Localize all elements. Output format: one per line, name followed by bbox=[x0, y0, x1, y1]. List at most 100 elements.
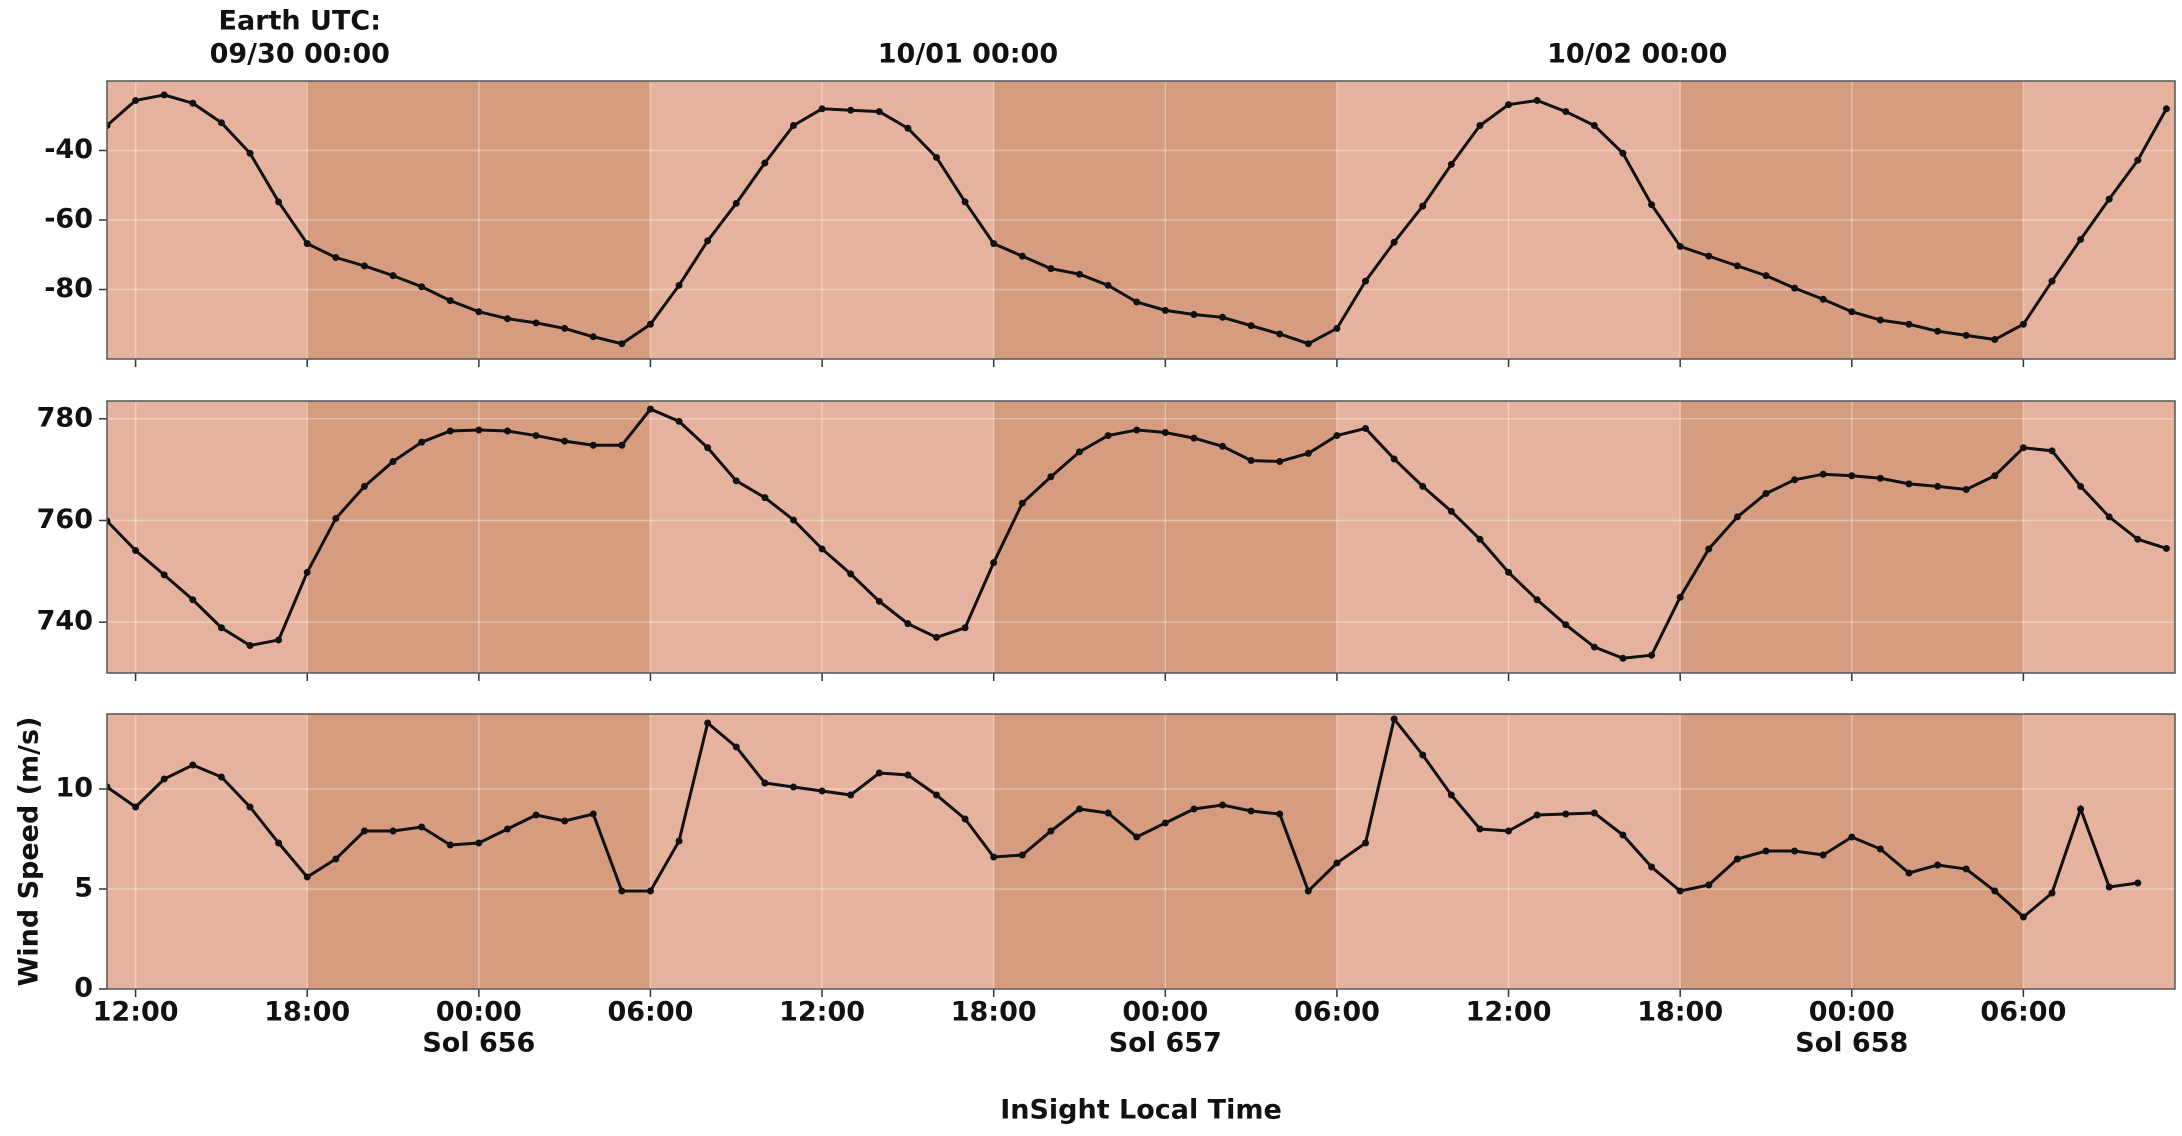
data-point bbox=[1934, 861, 1942, 869]
data-point bbox=[1047, 473, 1055, 481]
data-point bbox=[589, 810, 597, 818]
top-tick-label: 09/30 00:00 bbox=[210, 39, 390, 70]
data-point bbox=[818, 545, 826, 553]
data-point bbox=[475, 839, 483, 847]
data-point bbox=[360, 482, 368, 490]
data-point bbox=[1648, 651, 1656, 659]
data-point bbox=[732, 199, 740, 207]
data-point bbox=[990, 853, 998, 861]
data-point bbox=[332, 514, 340, 522]
data-point bbox=[1905, 480, 1913, 488]
data-point bbox=[1991, 887, 1999, 895]
data-point bbox=[875, 769, 883, 777]
data-point bbox=[1733, 513, 1741, 521]
data-point bbox=[875, 597, 883, 605]
data-point bbox=[1762, 847, 1770, 855]
y-tick-label: 740 bbox=[37, 606, 93, 637]
data-point bbox=[107, 121, 111, 129]
data-point bbox=[2162, 105, 2170, 113]
data-point bbox=[589, 333, 597, 341]
data-point bbox=[246, 149, 254, 157]
data-point bbox=[1962, 331, 1970, 339]
data-point bbox=[1962, 865, 1970, 873]
data-point bbox=[1590, 809, 1598, 817]
data-point bbox=[217, 119, 225, 127]
data-point bbox=[847, 106, 855, 114]
data-point bbox=[360, 827, 368, 835]
data-point bbox=[303, 568, 311, 576]
data-point bbox=[990, 240, 998, 248]
data-point bbox=[875, 108, 883, 116]
sol-label: Sol 658 bbox=[1795, 1028, 1908, 1059]
data-point bbox=[360, 262, 368, 270]
data-point bbox=[646, 887, 654, 895]
data-point bbox=[561, 817, 569, 825]
night-span bbox=[993, 401, 1337, 673]
data-point bbox=[532, 432, 540, 440]
data-point bbox=[532, 319, 540, 327]
data-point bbox=[1247, 456, 1255, 464]
data-point bbox=[2048, 447, 2056, 455]
data-point bbox=[732, 743, 740, 751]
data-point bbox=[1219, 442, 1227, 450]
data-point bbox=[1962, 485, 1970, 493]
data-point bbox=[1276, 458, 1284, 466]
data-point bbox=[532, 811, 540, 819]
data-point bbox=[1648, 201, 1656, 209]
x-tick-label: 18:00 bbox=[264, 997, 350, 1028]
data-point bbox=[789, 783, 797, 791]
data-point bbox=[475, 308, 483, 316]
data-point bbox=[1018, 252, 1026, 260]
data-point bbox=[1562, 621, 1570, 629]
data-point bbox=[189, 99, 197, 107]
top-tick-label: 10/01 00:00 bbox=[878, 39, 1058, 70]
data-point bbox=[1819, 470, 1827, 478]
data-point bbox=[1676, 887, 1684, 895]
data-point bbox=[1876, 474, 1884, 482]
data-point bbox=[1447, 791, 1455, 799]
y-tick-label: -80 bbox=[44, 273, 93, 304]
data-point bbox=[1505, 827, 1513, 835]
data-point bbox=[189, 761, 197, 769]
data-point bbox=[303, 873, 311, 881]
data-point bbox=[275, 198, 283, 206]
data-point bbox=[1791, 476, 1799, 484]
data-point bbox=[1247, 807, 1255, 815]
x-axis-label: InSight Local Time bbox=[1000, 1095, 1282, 1126]
data-point bbox=[389, 272, 397, 280]
data-point bbox=[1562, 108, 1570, 116]
data-point bbox=[1905, 869, 1913, 877]
data-point bbox=[332, 254, 340, 262]
data-point bbox=[1476, 121, 1484, 129]
data-point bbox=[160, 91, 168, 99]
data-point bbox=[2105, 195, 2113, 203]
y-tick-label: 5 bbox=[74, 873, 93, 904]
data-point bbox=[1047, 827, 1055, 835]
data-point bbox=[761, 779, 769, 787]
x-tick-label: 00:00 bbox=[1809, 997, 1895, 1028]
data-point bbox=[1505, 101, 1513, 109]
data-point bbox=[418, 438, 426, 446]
data-point bbox=[1619, 654, 1627, 662]
data-point bbox=[1762, 272, 1770, 280]
data-point bbox=[1304, 887, 1312, 895]
x-tick-label: 06:00 bbox=[1294, 997, 1380, 1028]
data-point bbox=[646, 405, 654, 413]
data-point bbox=[1819, 851, 1827, 859]
x-tick-label: 12:00 bbox=[779, 997, 865, 1028]
data-point bbox=[1848, 833, 1856, 841]
data-point bbox=[1676, 242, 1684, 250]
data-point bbox=[1161, 306, 1169, 314]
x-tick-label: 18:00 bbox=[951, 997, 1037, 1028]
data-point bbox=[1533, 596, 1541, 604]
data-point bbox=[1447, 507, 1455, 515]
data-point bbox=[2019, 444, 2027, 452]
data-point bbox=[1619, 831, 1627, 839]
data-point bbox=[1419, 202, 1427, 210]
data-point bbox=[1705, 881, 1713, 889]
data-point bbox=[1733, 262, 1741, 270]
data-point bbox=[332, 855, 340, 863]
data-point bbox=[561, 437, 569, 445]
data-point bbox=[847, 570, 855, 578]
